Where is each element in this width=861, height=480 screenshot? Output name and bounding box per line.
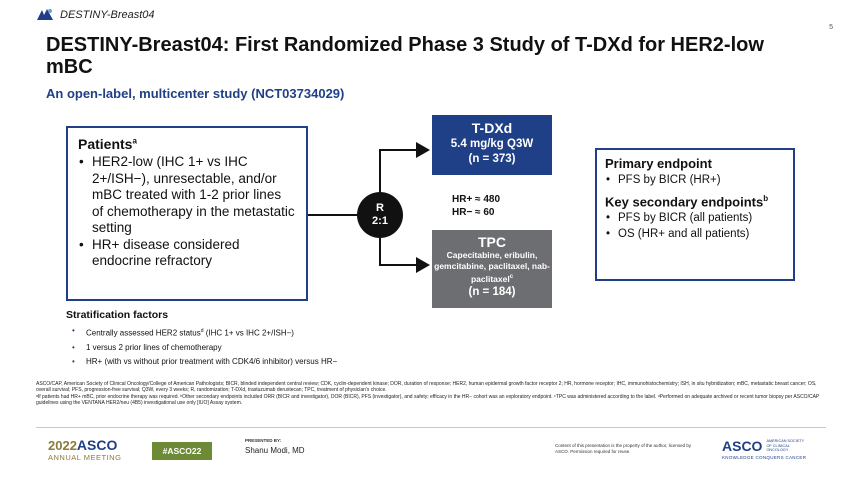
patients-box: Patientsa HER2-low (IHC 1+ vs IHC 2+/ISH… <box>66 126 308 301</box>
asco-annual-meeting-logo: 2022ASCO ANNUAL MEETING <box>48 437 121 462</box>
tdxd-arm-dose: 5.4 mg/kg Q3W <box>450 138 534 150</box>
rand-to-tdxd-arrow <box>379 142 430 192</box>
notes-footnote: ᵃIf patients had HR+ mBC, prior endocrin… <box>36 393 820 406</box>
tdxd-arm-n: (n = 373) <box>468 153 516 165</box>
brand-label: DESTINY-Breast04 <box>60 9 155 21</box>
stratification-item: HR+ (with vs without prior treatment wit… <box>66 355 337 369</box>
presenter-name: Shanu Modi, MD <box>245 446 305 455</box>
randomization-ratio: 2:1 <box>372 215 388 227</box>
presenter-block: PRESENTED BY: Shanu Modi, MD <box>245 438 305 455</box>
primary-endpoint-title: Primary endpoint <box>605 156 712 171</box>
patients-criteria-list: HER2-low (IHC 1+ vs IHC 2+/ISH−), unrese… <box>78 154 296 270</box>
presented-by-label: PRESENTED BY: <box>245 438 282 443</box>
primary-endpoint-item: PFS by BICR (HR+) <box>605 172 785 188</box>
footnotes: ASCO/CAP, American Society of Clinical O… <box>36 381 826 406</box>
primary-endpoint-list: PFS by BICR (HR+) <box>605 172 785 188</box>
tdxd-arm-box: T-DXd 5.4 mg/kg Q3W (n = 373) <box>432 115 552 175</box>
meeting-label: ANNUAL MEETING <box>48 453 122 462</box>
tpc-arm-drugs: Capecitabine, eribulin, gemcitabine, pac… <box>434 250 550 284</box>
asco-society-name: AMERICAN SOCIETY OF CLINICAL ONCOLOGY <box>766 439 805 453</box>
randomization-label: R <box>376 202 384 214</box>
abbreviations-footnote: ASCO/CAP, American Society of Clinical O… <box>36 381 817 394</box>
hr-positive-count: HR+ ≈ 480 <box>452 194 501 205</box>
patients-criterion: HR+ disease considered endocrine refract… <box>78 237 296 270</box>
hr-negative-count: HR− ≈ 60 <box>452 207 495 218</box>
endpoints-box: Primary endpoint PFS by BICR (HR+) Key s… <box>595 148 795 281</box>
tpc-arm-box: TPC Capecitabine, eribulin, gemcitabine,… <box>432 230 552 308</box>
asco-wordmark: ASCO <box>722 438 763 454</box>
secondary-endpoint-item: OS (HR+ and all patients) <box>605 226 785 242</box>
secondary-endpoints-list: PFS by BICR (all patients) OS (HR+ and a… <box>605 210 785 242</box>
stratification-title: Stratification factors <box>66 309 169 321</box>
content-ownership-note: Content of this presentation is the prop… <box>555 443 692 454</box>
stratification-item: Centrally assessed HER2 statusd (IHC 1+ … <box>66 324 337 341</box>
tdxd-arm-name: T-DXd <box>471 120 513 136</box>
destiny-logo-icon <box>37 9 53 20</box>
stratification-item: 1 versus 2 prior lines of chemotherapy <box>66 341 337 355</box>
randomization-node: R 2:1 <box>357 192 403 238</box>
slide-subtitle: An open-label, multicenter study (NCT037… <box>46 86 345 101</box>
secondary-endpoints-title: Key secondary endpointsb <box>605 194 769 210</box>
hashtag-badge: #ASCO22 <box>152 442 212 460</box>
stratification-section: Stratification factors Centrally assesse… <box>66 309 337 369</box>
page-number: 5 <box>829 24 833 31</box>
meeting-asco: ASCO <box>76 437 118 453</box>
footer-divider <box>36 427 826 428</box>
asco-logo: ASCO AMERICAN SOCIETY OF CLINICAL ONCOLO… <box>722 438 806 460</box>
tpc-arm-name: TPC <box>478 234 506 250</box>
rand-to-tpc-arrow <box>379 238 430 273</box>
tpc-arm-n: (n = 184) <box>468 285 516 298</box>
patients-title: Patientsa <box>78 136 137 152</box>
secondary-endpoint-item: PFS by BICR (all patients) <box>605 210 785 226</box>
meeting-year: 2022 <box>48 438 77 453</box>
study-brand: DESTINY-Breast04 <box>36 8 155 22</box>
patients-criterion: HER2-low (IHC 1+ vs IHC 2+/ISH−), unrese… <box>78 154 296 237</box>
stratification-list: Centrally assessed HER2 statusd (IHC 1+ … <box>66 324 337 369</box>
slide-title: DESTINY-Breast04: First Randomized Phase… <box>46 34 764 78</box>
hr-counts: HR+ ≈ 480 HR− ≈ 60 <box>452 193 500 219</box>
asco-tagline: KNOWLEDGE CONQUERS CANCER <box>722 455 807 460</box>
